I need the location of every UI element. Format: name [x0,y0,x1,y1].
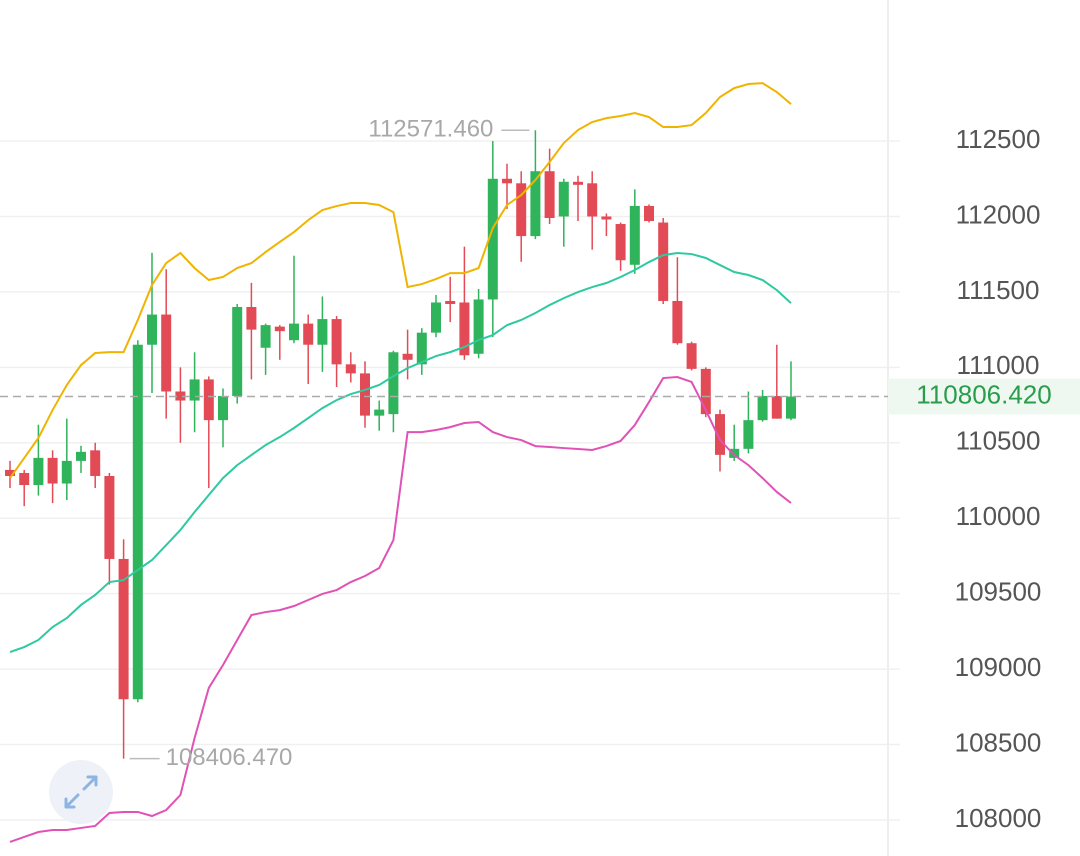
candle-body [473,299,484,354]
band-line [9,375,792,843]
candle-body [175,391,186,401]
candle-body [402,353,413,360]
candle-body [47,457,58,484]
candle-body [686,343,697,369]
y-tick-label: 111500 [957,275,1040,305]
y-tick-label: 110500 [956,426,1041,456]
y-tick-label: 108500 [955,727,1042,757]
candle-body [147,314,157,345]
candle-body [132,344,143,700]
candle-body [516,183,527,237]
candle-body [218,396,228,421]
candle-body [587,183,598,217]
candle-body [416,332,427,365]
current-price-label: 110806.420 [916,379,1051,409]
y-tick-label: 110000 [956,501,1041,531]
candle-body [76,451,86,461]
y-tick-label: 111000 [957,350,1040,380]
candle-body [374,409,385,416]
candle-body [502,178,512,184]
band-line [9,251,792,653]
y-tick-label: 112000 [956,199,1041,229]
candle-body [558,181,569,217]
candle-body [274,326,285,332]
candle-body [203,379,214,421]
candle-body [658,222,669,301]
candle-body [232,307,243,397]
candle-body [289,323,299,341]
candle-body [260,325,271,348]
candle-body [317,319,328,345]
band-line [9,82,792,479]
candle-body [388,352,399,415]
candle-body [601,216,612,220]
candle-body [331,319,342,365]
candle-body [573,181,583,185]
candle-body [786,396,796,419]
candle-body [629,205,640,265]
candle-body [161,314,172,392]
candle-body [700,368,711,415]
candle-body [530,171,541,237]
min-label: 108406.470 [166,744,293,771]
expand-icon[interactable] [64,775,98,809]
candle-body [246,307,257,330]
candle-body [459,302,470,356]
candle-body [487,178,498,300]
candle-body [672,300,683,344]
candle-body [360,373,370,416]
candle-body [615,224,626,261]
candle-body [729,448,740,458]
y-tick-label: 108000 [955,803,1042,833]
y-tick-label: 109000 [955,652,1042,682]
candle-body [303,323,314,345]
expand-button[interactable] [49,760,113,824]
candle-body [445,300,456,304]
candle-body [189,379,200,401]
candle-body [644,205,654,222]
candle-body [757,396,768,421]
candle-body [19,472,30,486]
candle-body [544,171,555,218]
candle-body [345,364,356,374]
y-tick-label: 112500 [956,124,1041,154]
y-tick-label: 109500 [955,577,1042,607]
candle-body [118,558,129,700]
candle-body [771,396,782,419]
candle-body [5,469,15,476]
max-label: 112571.460 [368,116,493,143]
current-price-bg [888,378,1080,415]
candle-body [743,420,754,449]
candle-body [33,457,44,486]
candle-body [61,460,72,484]
candle-body [104,475,115,559]
candle-body [715,414,725,455]
candle-body [90,450,101,476]
candle-body [431,302,441,333]
expand-bg[interactable] [49,760,113,824]
